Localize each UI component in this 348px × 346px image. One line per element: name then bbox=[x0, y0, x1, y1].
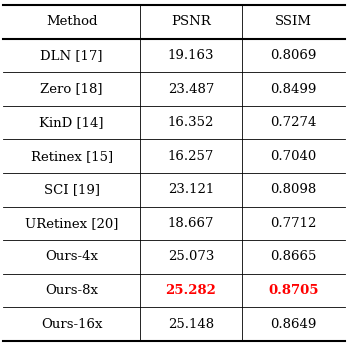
Text: Method: Method bbox=[46, 16, 97, 28]
Text: 0.7040: 0.7040 bbox=[270, 150, 316, 163]
Text: URetinex [20]: URetinex [20] bbox=[25, 217, 118, 230]
Text: 16.352: 16.352 bbox=[168, 116, 214, 129]
Text: 16.257: 16.257 bbox=[168, 150, 214, 163]
Text: 19.163: 19.163 bbox=[168, 49, 214, 62]
Text: Zero [18]: Zero [18] bbox=[40, 83, 103, 95]
Text: 0.8649: 0.8649 bbox=[270, 318, 317, 330]
Text: 18.667: 18.667 bbox=[168, 217, 214, 230]
Text: 25.148: 25.148 bbox=[168, 318, 214, 330]
Text: 0.8705: 0.8705 bbox=[268, 284, 319, 297]
Text: KinD [14]: KinD [14] bbox=[39, 116, 104, 129]
Text: SCI [19]: SCI [19] bbox=[44, 183, 100, 196]
Text: 25.282: 25.282 bbox=[166, 284, 216, 297]
Text: 23.487: 23.487 bbox=[168, 83, 214, 95]
Text: SSIM: SSIM bbox=[275, 16, 312, 28]
Text: 0.7274: 0.7274 bbox=[270, 116, 317, 129]
Text: Ours-16x: Ours-16x bbox=[41, 318, 102, 330]
Text: Ours-4x: Ours-4x bbox=[45, 251, 98, 263]
Text: Ours-8x: Ours-8x bbox=[45, 284, 98, 297]
Text: DLN [17]: DLN [17] bbox=[40, 49, 103, 62]
Text: 0.7712: 0.7712 bbox=[270, 217, 317, 230]
Text: 25.073: 25.073 bbox=[168, 251, 214, 263]
Text: 0.8069: 0.8069 bbox=[270, 49, 317, 62]
Text: 0.8499: 0.8499 bbox=[270, 83, 317, 95]
Text: 0.8665: 0.8665 bbox=[270, 251, 317, 263]
Text: PSNR: PSNR bbox=[171, 16, 211, 28]
Text: 0.8098: 0.8098 bbox=[270, 183, 316, 196]
Text: Retinex [15]: Retinex [15] bbox=[31, 150, 113, 163]
Text: 23.121: 23.121 bbox=[168, 183, 214, 196]
